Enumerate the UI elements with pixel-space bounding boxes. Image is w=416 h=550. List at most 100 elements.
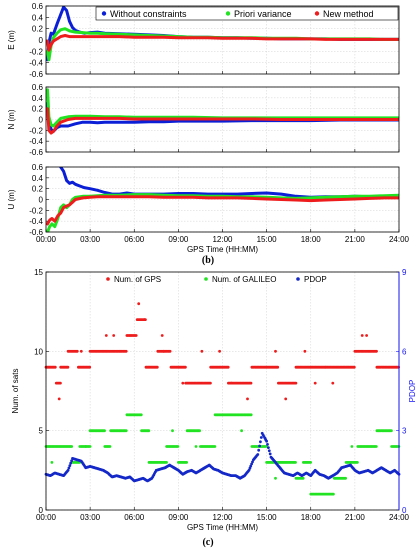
y-tick-label: 15: [34, 268, 43, 277]
y-tick-label: 0.2: [32, 185, 44, 194]
series-point-num-of-galileo: [194, 445, 198, 448]
x-tick-label: 00:00: [36, 513, 57, 522]
y-tick-label: -0.4: [29, 217, 43, 226]
legend-marker-without-constraints: [101, 11, 107, 16]
series-point-num-of-gps: [209, 381, 212, 385]
series-point-pdop: [250, 462, 254, 466]
series-point-num-of-galileo: [356, 461, 359, 464]
series-point-pdop: [247, 468, 251, 472]
series-point-pdop: [267, 449, 271, 453]
series-point-num-of-gps: [143, 318, 146, 321]
series-point-num-of-galileo: [88, 445, 92, 448]
caption-c: (c): [202, 537, 213, 548]
series-point-num-of-galileo: [350, 445, 354, 448]
series-point-pdop: [259, 436, 263, 439]
series-point-pdop: [267, 446, 270, 449]
series-point-num-of-gps: [218, 349, 222, 353]
x-tick-label: 15:00: [257, 235, 278, 244]
y-axis-label: U (m): [7, 189, 16, 209]
plot-frame: [45, 5, 400, 75]
legend-marker-num-of-galileo: [204, 277, 208, 281]
x-tick-label: 09:00: [168, 513, 189, 522]
legend-label-priori-variance: Priori variance: [234, 9, 292, 19]
series-point-num-of-galileo: [84, 445, 88, 448]
series-point-pdop: [257, 448, 261, 452]
y-tick-label: 0: [39, 36, 44, 45]
legend-label-num-of-galileo: Num. of GALILEO: [212, 275, 276, 284]
series-point-pdop: [68, 464, 72, 467]
series-point-num-of-gps: [66, 365, 70, 369]
series-point-num-of-galileo: [198, 429, 202, 433]
x-tick-label: 21:00: [345, 235, 366, 244]
y-tick-label: 0.4: [32, 174, 44, 183]
series-point-pdop: [251, 460, 254, 464]
panel-up-error: 0.6 0.4 0.2 0-0.2 -0.4 -0.600:00 03:00 06:00 09:…: [7, 163, 410, 254]
series-point-pdop: [248, 466, 252, 470]
y-tick-label: 0.6: [32, 163, 44, 172]
series-dots: [44, 302, 401, 496]
y-tick-label: -0.2: [29, 126, 43, 135]
y-axis-label: Num. of sats: [11, 369, 20, 414]
series-point-num-of-gps: [57, 397, 61, 401]
y-tick-label: 0.6: [32, 2, 44, 11]
y-tick-label: -0.4: [29, 59, 43, 68]
x-axis-label: GPS Time (HH:MM): [187, 523, 258, 532]
series-point-num-of-galileo: [332, 492, 335, 496]
series-point-pdop: [258, 444, 261, 448]
series-point-pdop: [266, 443, 269, 446]
series-point-num-of-gps: [104, 334, 108, 337]
series-point-num-of-galileo: [274, 476, 277, 480]
series-line-priori-variance: [46, 88, 399, 128]
legend-marker-pdop: [296, 277, 300, 281]
series-point-num-of-gps: [284, 397, 288, 401]
plot-frame: [45, 166, 400, 233]
series-point-num-of-gps: [249, 381, 253, 385]
series-point-num-of-galileo: [240, 429, 244, 433]
y2-tick-label: 9: [402, 268, 407, 277]
y-tick-label: 0.2: [32, 25, 44, 34]
x-tick-label: 15:00: [257, 513, 278, 522]
series-point-num-of-gps: [352, 365, 356, 369]
series-point-num-of-galileo: [50, 461, 54, 464]
y-tick-label: 0.6: [32, 83, 44, 92]
y-tick-label: -0.2: [29, 206, 43, 215]
y-tick-label: -0.4: [29, 137, 43, 146]
series-point-num-of-gps: [276, 365, 280, 369]
series-line-new-method: [46, 34, 399, 52]
y2-axis-label: PDOP: [408, 380, 416, 403]
series-point-pdop: [66, 468, 70, 472]
series-point-pdop: [69, 461, 73, 465]
panel-satellites-pdop: 0 5 10 15 00:00 03:00 06:00 09:00 12:00 15:00 18:0…: [11, 268, 416, 532]
series-point-num-of-gps: [200, 349, 204, 353]
series-point-num-of-gps: [155, 365, 159, 369]
x-tick-label: 21:00: [345, 513, 366, 522]
x-axis-label: GPS Time (HH:MM): [187, 245, 258, 254]
series-point-pdop: [67, 466, 71, 470]
series-point-num-of-galileo: [249, 413, 253, 417]
legend-label-num-of-gps: Num. of GPS: [114, 275, 161, 284]
x-tick-label: 09:00: [168, 235, 189, 244]
series-point-pdop: [259, 440, 262, 444]
x-tick-label: 18:00: [301, 513, 322, 522]
y-tick-label: 5: [39, 427, 44, 436]
panel-north-error: 0.6 0.4 0.2 0-0.2 -0.4 -0.6 N (m): [7, 83, 400, 157]
series-point-num-of-galileo: [165, 461, 168, 464]
legend-label-pdop: PDOP: [304, 275, 327, 284]
series-point-num-of-gps: [274, 349, 277, 353]
series-point-num-of-galileo: [301, 476, 305, 480]
series-point-num-of-galileo: [108, 445, 112, 448]
series-point-num-of-gps: [184, 365, 187, 369]
series-point-num-of-galileo: [176, 445, 180, 448]
series-point-num-of-galileo: [374, 445, 378, 448]
y-tick-label: -0.2: [29, 47, 43, 56]
series-point-num-of-gps: [112, 334, 116, 337]
y2-tick-label: 3: [402, 427, 407, 436]
y-tick-label: 10: [34, 347, 43, 356]
series-point-num-of-galileo: [309, 461, 312, 464]
legend-marker-priori-variance: [225, 11, 231, 16]
series-point-num-of-galileo: [390, 429, 393, 433]
series-point-num-of-gps: [59, 381, 62, 385]
series-point-num-of-gps: [229, 381, 233, 385]
series-point-num-of-gps: [88, 365, 92, 369]
